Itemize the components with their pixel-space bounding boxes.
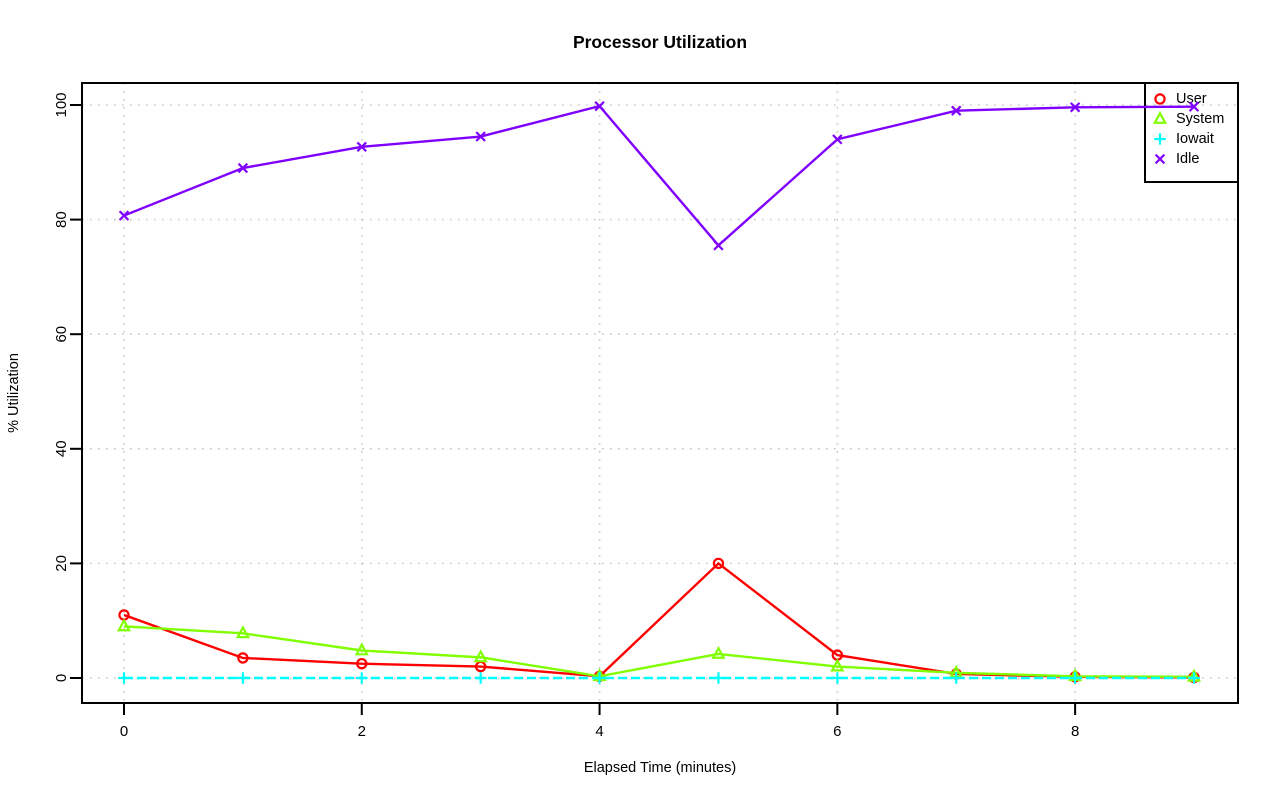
- series-point-iowait: [1188, 672, 1200, 684]
- series-point-system: [473, 649, 488, 663]
- y-axis-label: % Utilization: [6, 353, 22, 433]
- series-point-idle: [713, 240, 724, 251]
- legend-marker-system-triangle-icon: [1152, 110, 1168, 124]
- series-point-user: [237, 652, 249, 664]
- series-point-system: [830, 658, 845, 672]
- series-point-system: [235, 625, 250, 639]
- x-tick-label: 6: [833, 723, 841, 740]
- y-tick-label: 0: [53, 674, 70, 682]
- plot-border: [81, 82, 1239, 704]
- series-point-idle: [118, 210, 130, 221]
- x-axis-label: Elapsed Time (minutes): [584, 760, 736, 776]
- series-point-idle: [832, 134, 843, 145]
- series-point-idle: [1069, 102, 1081, 113]
- legend-label-idle: Idle: [1176, 151, 1199, 167]
- series-point-iowait: [593, 672, 606, 684]
- data-series: [116, 100, 1202, 684]
- series-point-user: [712, 557, 725, 570]
- series-point-iowait: [950, 672, 963, 684]
- series-point-iowait: [474, 672, 487, 684]
- x-tick-label: 2: [358, 723, 366, 740]
- series-point-system: [711, 645, 726, 659]
- y-tick-label: 100: [53, 92, 70, 117]
- legend-label-system: System: [1176, 111, 1224, 127]
- series-point-iowait: [118, 672, 130, 684]
- x-tick-label: 4: [595, 723, 603, 740]
- series-line-idle: [123, 104, 1195, 248]
- legend-marker-user-circle-icon: [1154, 93, 1166, 105]
- x-tick-label: 8: [1071, 723, 1079, 740]
- legend-box: [1144, 82, 1239, 183]
- y-tick-label: 20: [53, 555, 70, 572]
- y-tick-label: 80: [53, 211, 70, 228]
- legend-label-iowait: Iowait: [1176, 131, 1214, 147]
- chart-title: Processor Utilization: [573, 32, 747, 52]
- series-point-system: [116, 618, 132, 632]
- legend-marker-idle-x-icon: [1154, 153, 1166, 165]
- series-point-iowait: [831, 672, 844, 684]
- series-line-user: [123, 561, 1195, 679]
- series-point-idle: [594, 100, 605, 112]
- x-tick-label: 0: [120, 723, 128, 740]
- legend-marker-iowait-plus-icon: [1154, 133, 1166, 145]
- axis-ticks: [70, 104, 1077, 715]
- series-point-idle: [1188, 101, 1200, 112]
- series-line-system: [123, 625, 1195, 679]
- series-point-iowait: [712, 672, 725, 684]
- series-point-idle: [951, 105, 962, 116]
- series-point-idle: [237, 162, 249, 174]
- y-tick-label: 60: [53, 326, 70, 343]
- series-point-idle: [475, 131, 486, 142]
- series-point-system: [354, 642, 369, 656]
- series-point-iowait: [1069, 672, 1081, 684]
- series-point-idle: [356, 141, 367, 153]
- series-point-user: [356, 657, 368, 670]
- series-point-iowait: [355, 672, 368, 684]
- series-point-iowait: [237, 672, 249, 684]
- y-tick-label: 40: [53, 440, 70, 457]
